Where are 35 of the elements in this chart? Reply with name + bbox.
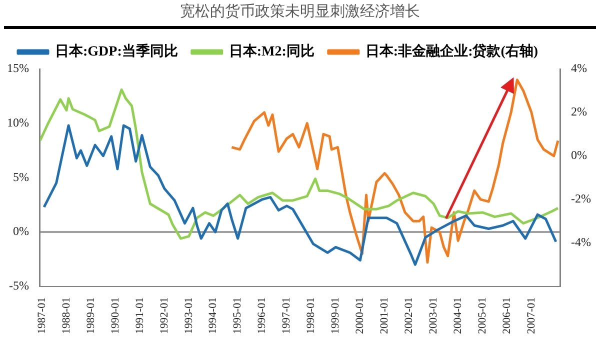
y-tick-label: 10%: [6, 115, 29, 130]
chart-title: 宽松的货币政策未明显刺激经济增长: [179, 2, 421, 22]
x-tick-label: 1992-01: [158, 297, 170, 334]
x-tick-label: 2001-01: [378, 297, 391, 334]
x-tick-label: 1997-01: [280, 297, 293, 334]
x-tick-label: 1991-01: [134, 297, 146, 334]
y2-tick-label: 2%: [571, 104, 588, 119]
x-tick-label: 2006-01: [500, 297, 513, 334]
y2-tick-label: 0%: [571, 148, 588, 162]
y2-tick-label: -2%: [571, 192, 592, 206]
legend-label: 日本:M2:同比: [228, 44, 314, 60]
legend-label: 日本:非金融企业:贷款(右轴): [365, 42, 538, 60]
x-tick-label: 1989-01: [84, 297, 97, 334]
x-tick-label: 2007-01: [525, 297, 538, 334]
y2-tick-label: 4%: [571, 61, 588, 76]
y-tick-label: -5%: [8, 278, 29, 292]
x-tick-label: 1987-01: [36, 297, 48, 334]
x-tick-label: 1998-01: [305, 297, 318, 334]
y-tick-label: 0%: [12, 224, 29, 238]
x-tick-label: 1994-01: [207, 297, 220, 334]
y-tick-label: 5%: [12, 170, 29, 184]
x-tick-label: 1999-01: [330, 297, 342, 334]
x-tick-label: 2005-01: [476, 297, 488, 334]
y2-tick-label: -4%: [571, 235, 592, 250]
x-tick-label: 2000-01: [354, 297, 366, 334]
x-tick-label: 1988-01: [60, 297, 72, 334]
x-tick-label: 1995-01: [232, 297, 244, 334]
x-tick-label: 2003-01: [427, 297, 440, 334]
x-tick-label: 2002-01: [402, 297, 415, 334]
x-tick-label: 1990-01: [109, 297, 122, 334]
y-tick-label: 15%: [6, 61, 29, 76]
x-tick-label: 2004-01: [452, 297, 464, 334]
x-tick-label: 1996-01: [256, 297, 268, 334]
x-tick-label: 1993-01: [182, 297, 195, 334]
legend-label: 日本:GDP:当季同比: [55, 42, 178, 60]
